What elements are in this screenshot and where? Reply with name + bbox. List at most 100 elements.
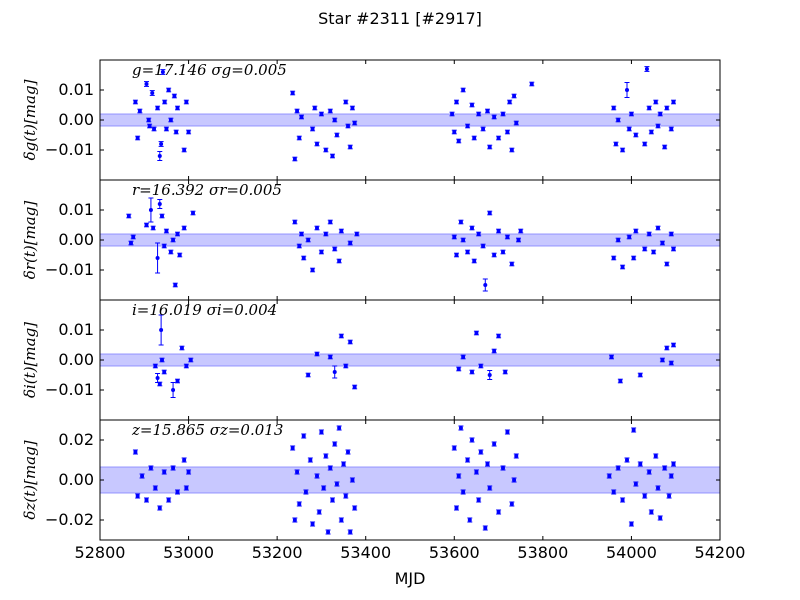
data-point	[668, 473, 674, 479]
data-point	[135, 493, 141, 499]
data-point	[330, 497, 335, 503]
data-point	[458, 219, 464, 225]
data-point	[458, 425, 464, 431]
data-point	[301, 255, 307, 261]
data-point	[157, 381, 163, 387]
data-point	[655, 123, 661, 129]
data-point	[626, 234, 632, 240]
data-point	[332, 246, 338, 252]
data-point	[158, 314, 164, 346]
data-point	[633, 132, 639, 138]
y-axis-label-r: δr(t)[mag]	[21, 201, 39, 280]
data-point	[648, 509, 654, 515]
data-point	[648, 129, 654, 135]
data-point	[642, 141, 648, 147]
data-point	[456, 138, 462, 144]
data-point	[354, 231, 360, 237]
data-point	[162, 99, 168, 105]
data-point	[507, 99, 513, 105]
data-point	[310, 267, 316, 273]
data-point	[487, 144, 493, 150]
y-tick-label: 0.00	[58, 470, 94, 489]
data-point	[646, 105, 652, 111]
data-point	[349, 105, 355, 111]
y-tick-label: −0.02	[45, 510, 94, 529]
data-point	[671, 246, 676, 252]
data-point	[170, 237, 176, 243]
data-point	[628, 521, 634, 527]
data-point	[454, 505, 459, 511]
data-point	[465, 249, 471, 255]
data-point	[467, 517, 473, 523]
data-point	[296, 135, 302, 141]
data-point	[485, 461, 490, 467]
data-point	[161, 243, 167, 249]
data-point	[327, 219, 333, 225]
data-point	[471, 258, 477, 264]
data-point	[314, 473, 320, 479]
data-point	[126, 213, 132, 219]
points-r	[126, 197, 676, 292]
annotation-z: z=15.865 σz=0.013	[131, 421, 283, 439]
data-point	[159, 213, 165, 219]
data-point	[190, 210, 196, 216]
data-point	[659, 240, 665, 246]
data-point	[668, 126, 674, 132]
data-point	[146, 117, 152, 123]
x-tick-label: 53200	[252, 543, 303, 562]
data-point	[147, 123, 153, 129]
data-point	[504, 234, 510, 240]
data-point	[496, 509, 502, 515]
data-point	[668, 360, 674, 366]
data-point	[323, 147, 329, 153]
data-point	[299, 114, 304, 120]
data-point	[305, 372, 311, 378]
data-point	[615, 465, 621, 471]
data-point	[137, 108, 143, 114]
data-point	[186, 469, 192, 475]
data-point	[168, 249, 174, 255]
data-point	[296, 501, 302, 507]
data-point	[161, 369, 167, 375]
data-point	[449, 111, 455, 117]
data-point	[181, 225, 187, 231]
data-point	[175, 231, 180, 237]
points-g	[132, 66, 676, 162]
data-point	[509, 501, 515, 507]
data-point	[186, 129, 192, 135]
data-point	[485, 108, 490, 114]
data-point	[469, 437, 475, 443]
data-point	[332, 117, 338, 123]
data-point	[476, 231, 482, 237]
data-point	[469, 102, 475, 108]
data-point	[657, 515, 663, 521]
data-point	[150, 225, 156, 231]
data-point	[305, 237, 311, 243]
data-point	[646, 469, 652, 475]
data-point	[482, 525, 488, 531]
data-point	[294, 108, 300, 114]
data-point	[338, 333, 344, 339]
data-point	[314, 141, 320, 147]
data-point	[651, 249, 657, 255]
data-point	[292, 156, 298, 162]
data-point	[352, 505, 358, 511]
data-point	[456, 366, 462, 372]
data-point	[620, 497, 626, 503]
data-point	[460, 87, 466, 93]
x-tick-label: 54000	[606, 543, 657, 562]
data-point	[631, 255, 637, 261]
data-point	[157, 505, 163, 511]
y-tick-label: −0.01	[45, 380, 94, 399]
data-point	[491, 348, 497, 354]
data-point	[170, 465, 176, 471]
data-point	[341, 461, 347, 467]
points-i	[152, 314, 676, 398]
data-point	[325, 529, 331, 535]
scatter-band-g	[99, 113, 721, 127]
data-point	[334, 132, 340, 138]
data-point	[631, 427, 637, 433]
data-point	[620, 264, 626, 270]
data-point	[292, 517, 298, 523]
